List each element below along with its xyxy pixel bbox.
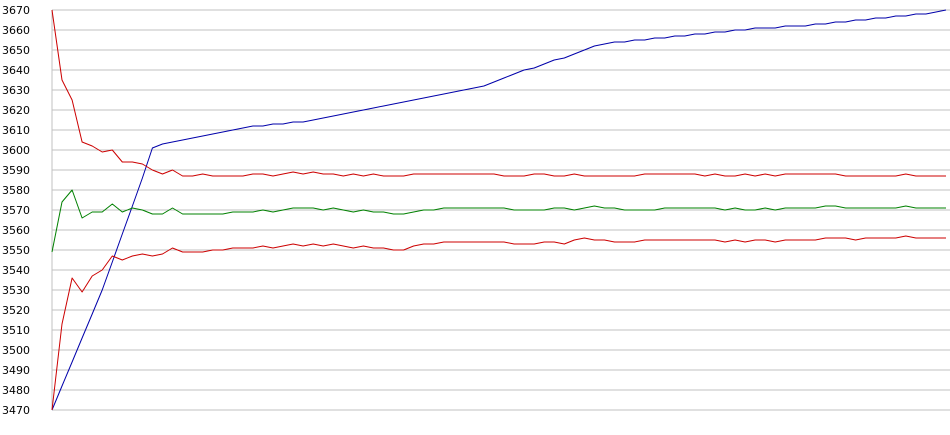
y-tick-label: 3550 — [2, 244, 30, 257]
series-lines — [51, 9, 947, 411]
y-tick-label: 3530 — [2, 284, 30, 297]
y-tick-label: 3560 — [2, 224, 30, 237]
y-tick-label: 3520 — [2, 304, 30, 317]
series-line-3 — [51, 189, 946, 253]
y-tick-label: 3620 — [2, 104, 30, 117]
y-tick-label: 3490 — [2, 364, 30, 377]
y-tick-label: 3670 — [2, 4, 30, 17]
series-line-2 — [51, 9, 946, 177]
y-tick-label: 3640 — [2, 64, 30, 77]
y-tick-label: 3480 — [2, 384, 30, 397]
y-tick-label: 3570 — [2, 204, 30, 217]
gridlines — [52, 9, 950, 411]
y-tick-label: 3600 — [2, 144, 30, 157]
y-axis-tick-labels: 3670 3660 3650 3640 3630 3620 3610 3600 3590 3580… — [2, 4, 30, 417]
y-tick-label: 3630 — [2, 84, 30, 97]
y-tick-label: 3540 — [2, 264, 30, 277]
y-tick-label: 3470 — [2, 404, 30, 417]
y-tick-label: 3590 — [2, 164, 30, 177]
y-tick-label: 3610 — [2, 124, 30, 137]
y-tick-label: 3500 — [2, 344, 30, 357]
y-tick-label: 3660 — [2, 24, 30, 37]
series-line-4 — [51, 235, 946, 411]
y-tick-label: 3580 — [2, 184, 30, 197]
series-line-1 — [51, 9, 947, 411]
y-tick-label: 3650 — [2, 44, 30, 57]
y-tick-label: 3510 — [2, 324, 30, 337]
